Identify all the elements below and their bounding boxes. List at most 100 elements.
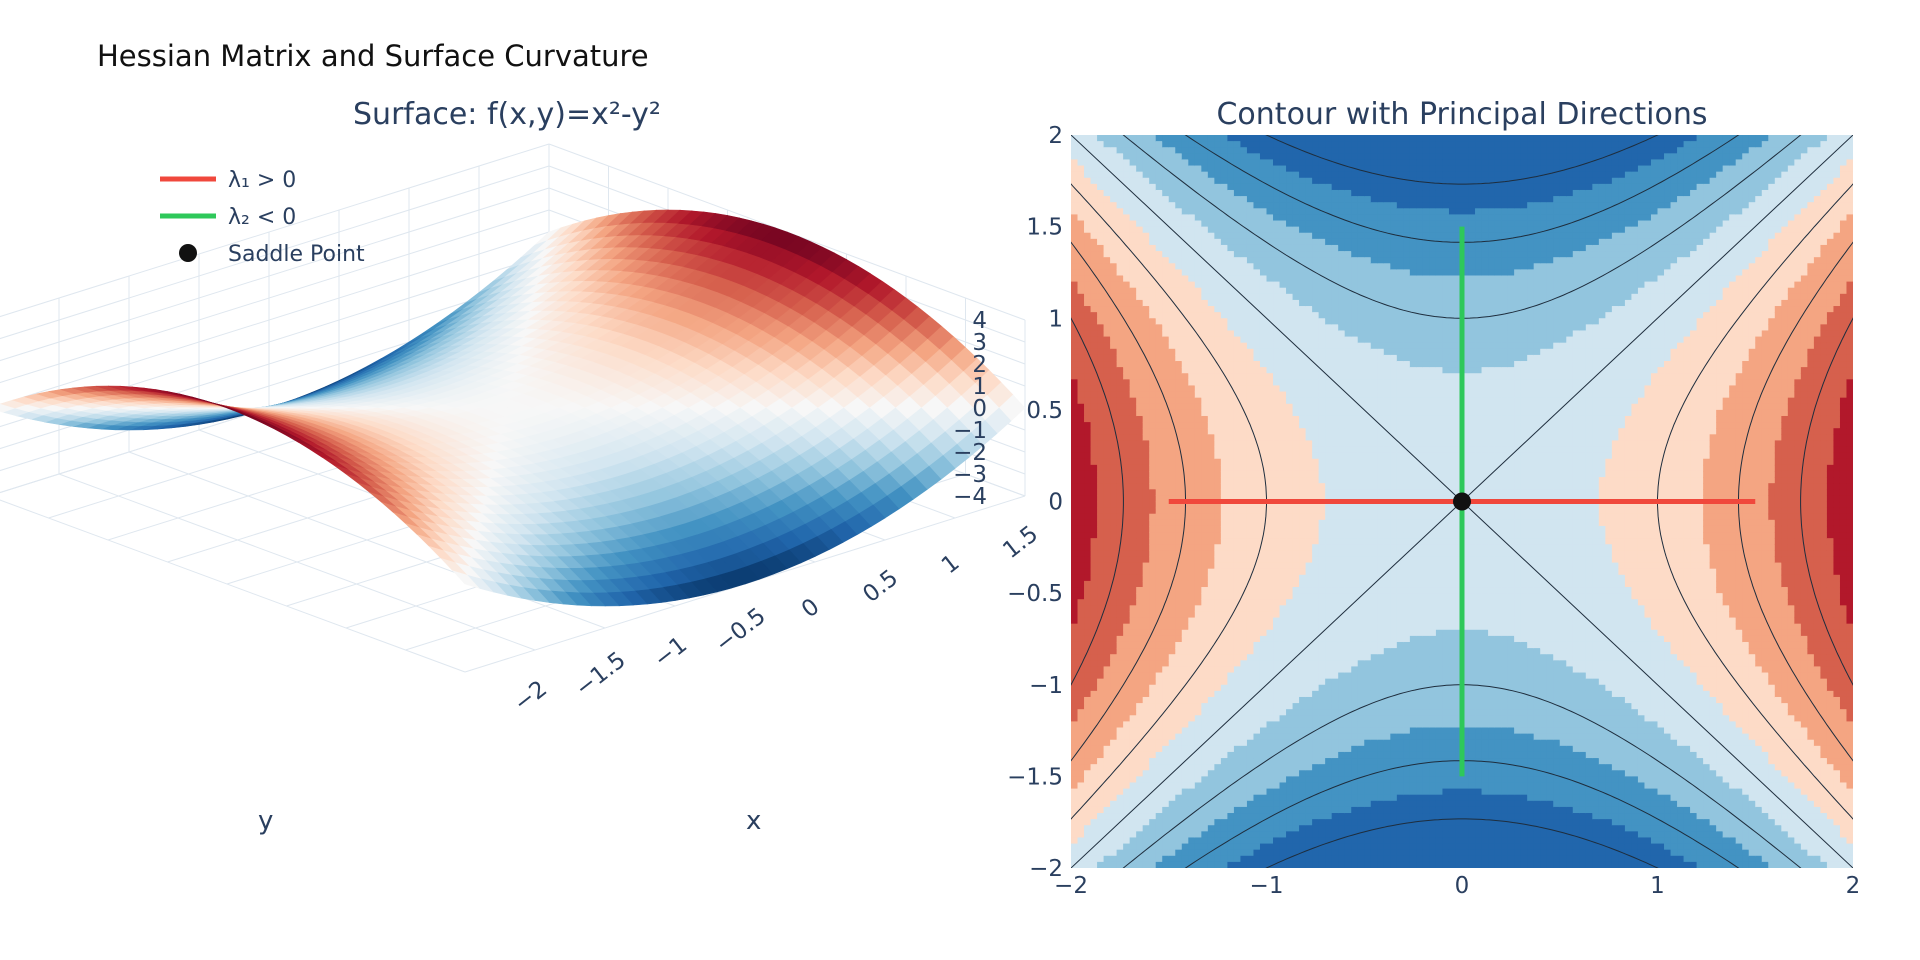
contour-cell: [1136, 550, 1144, 558]
contour-cell: [1110, 654, 1118, 661]
contour-cell: [1227, 617, 1235, 625]
contour-cell: [1136, 385, 1144, 393]
contour-cell: [1168, 196, 1176, 203]
contour-cell: [1201, 232, 1209, 240]
contour-cell: [1246, 135, 1255, 142]
contour-cell: [1194, 660, 1202, 668]
contour-cell: [1155, 635, 1163, 643]
contour-cell: [1071, 348, 1079, 356]
contour-cell: [1149, 342, 1157, 350]
contour-cell: [1188, 287, 1196, 295]
contour-cell: [1097, 275, 1105, 283]
contour-cell: [1129, 440, 1137, 448]
contour-cell: [1136, 159, 1144, 167]
contour-cell: [1116, 202, 1124, 209]
contour-cell: [1233, 470, 1242, 478]
contour-cell: [1214, 623, 1222, 631]
contour-cell: [1181, 666, 1189, 674]
contour-cell: [1136, 666, 1144, 674]
contour-cell: [1240, 336, 1248, 344]
contour-cell: [1162, 544, 1170, 551]
contour-cell: [1077, 813, 1085, 820]
contour-cell: [1194, 361, 1202, 368]
contour-cell: [1220, 745, 1228, 753]
contour-cell: [1240, 587, 1248, 594]
contour-cell: [1116, 648, 1124, 655]
contour-cell: [1142, 703, 1150, 710]
contour-cell: [1149, 513, 1157, 521]
contour-cell: [1201, 849, 1209, 857]
contour-cell: [1155, 758, 1163, 765]
contour-cell: [1084, 721, 1092, 729]
contour-cell: [1207, 397, 1215, 405]
contour-cell: [1240, 532, 1248, 539]
contour-cell: [1077, 470, 1085, 478]
contour-cell: [1214, 232, 1222, 240]
contour-cell: [1207, 281, 1215, 289]
contour-cell: [1110, 739, 1118, 747]
contour-cell: [1116, 837, 1124, 845]
contour-cell: [1071, 354, 1079, 362]
contour-cell: [1201, 458, 1209, 466]
contour-cell: [1194, 629, 1202, 637]
contour-cell: [1155, 324, 1163, 332]
contour-cell: [1175, 568, 1183, 576]
contour-cell: [1168, 745, 1176, 753]
contour-cell: [1227, 153, 1235, 161]
contour-cell: [1227, 361, 1235, 368]
contour-cell: [1162, 751, 1170, 759]
contour-cell: [1110, 623, 1118, 631]
contour-cell: [1071, 324, 1079, 332]
contour-cell: [1090, 244, 1098, 252]
contour-cell: [1214, 281, 1222, 289]
contour-cell: [1116, 593, 1124, 600]
contour-cell: [1103, 287, 1111, 295]
legend-item-saddle[interactable]: Saddle Point: [179, 242, 365, 267]
contour-cell: [1175, 379, 1183, 387]
contour-cell: [1168, 599, 1176, 606]
contour-cell: [1168, 672, 1176, 680]
contour-cell: [1129, 299, 1137, 307]
contour-cell: [1194, 183, 1202, 191]
contour-cell: [1162, 428, 1170, 435]
contour-cell: [1116, 287, 1124, 295]
contour-cell: [1155, 788, 1163, 796]
contour-panel[interactable]: Contour with Principal Directions −2 −1 0 1…: [945, 17, 1920, 960]
contour-cell: [1227, 379, 1235, 387]
contour-cell: [1207, 269, 1215, 277]
contour-cell: [1071, 373, 1079, 380]
contour-cell: [1071, 611, 1079, 619]
contour-cell: [1077, 135, 1085, 142]
contour-cell: [1110, 330, 1118, 338]
contour-cell: [1123, 562, 1131, 570]
contour-cell: [1168, 678, 1176, 686]
contour-cell: [1155, 837, 1163, 845]
contour-cell: [1194, 244, 1202, 252]
contour-cell: [1168, 477, 1176, 484]
contour-cell: [1240, 525, 1248, 533]
legend-item-lambda2[interactable]: λ₂ < 0: [160, 205, 296, 230]
contour-cell: [1097, 403, 1105, 411]
contour-cell: [1129, 593, 1137, 600]
contour-cell: [1181, 745, 1189, 753]
contour-cell: [1214, 611, 1222, 619]
contour-cell: [1240, 232, 1248, 240]
contour-cell: [1129, 367, 1137, 374]
contour-cell: [1136, 171, 1144, 179]
contour-cell: [1136, 379, 1144, 387]
contour-fill: [1071, 135, 1853, 868]
contour-cell: [1123, 611, 1131, 619]
contour-cell: [1084, 788, 1092, 796]
legend-item-lambda1[interactable]: λ₁ > 0: [160, 168, 296, 193]
contour-cell: [1214, 440, 1222, 448]
contour-cell: [1097, 593, 1105, 600]
contour-cell: [1175, 745, 1183, 753]
contour-cell: [1110, 849, 1118, 857]
contour-cell: [1168, 819, 1176, 826]
contour-cell: [1240, 495, 1248, 503]
contour-cell: [1175, 324, 1183, 332]
contour-cell: [1090, 519, 1098, 527]
contour-cell: [1207, 373, 1215, 380]
contour-cell: [1162, 330, 1170, 338]
